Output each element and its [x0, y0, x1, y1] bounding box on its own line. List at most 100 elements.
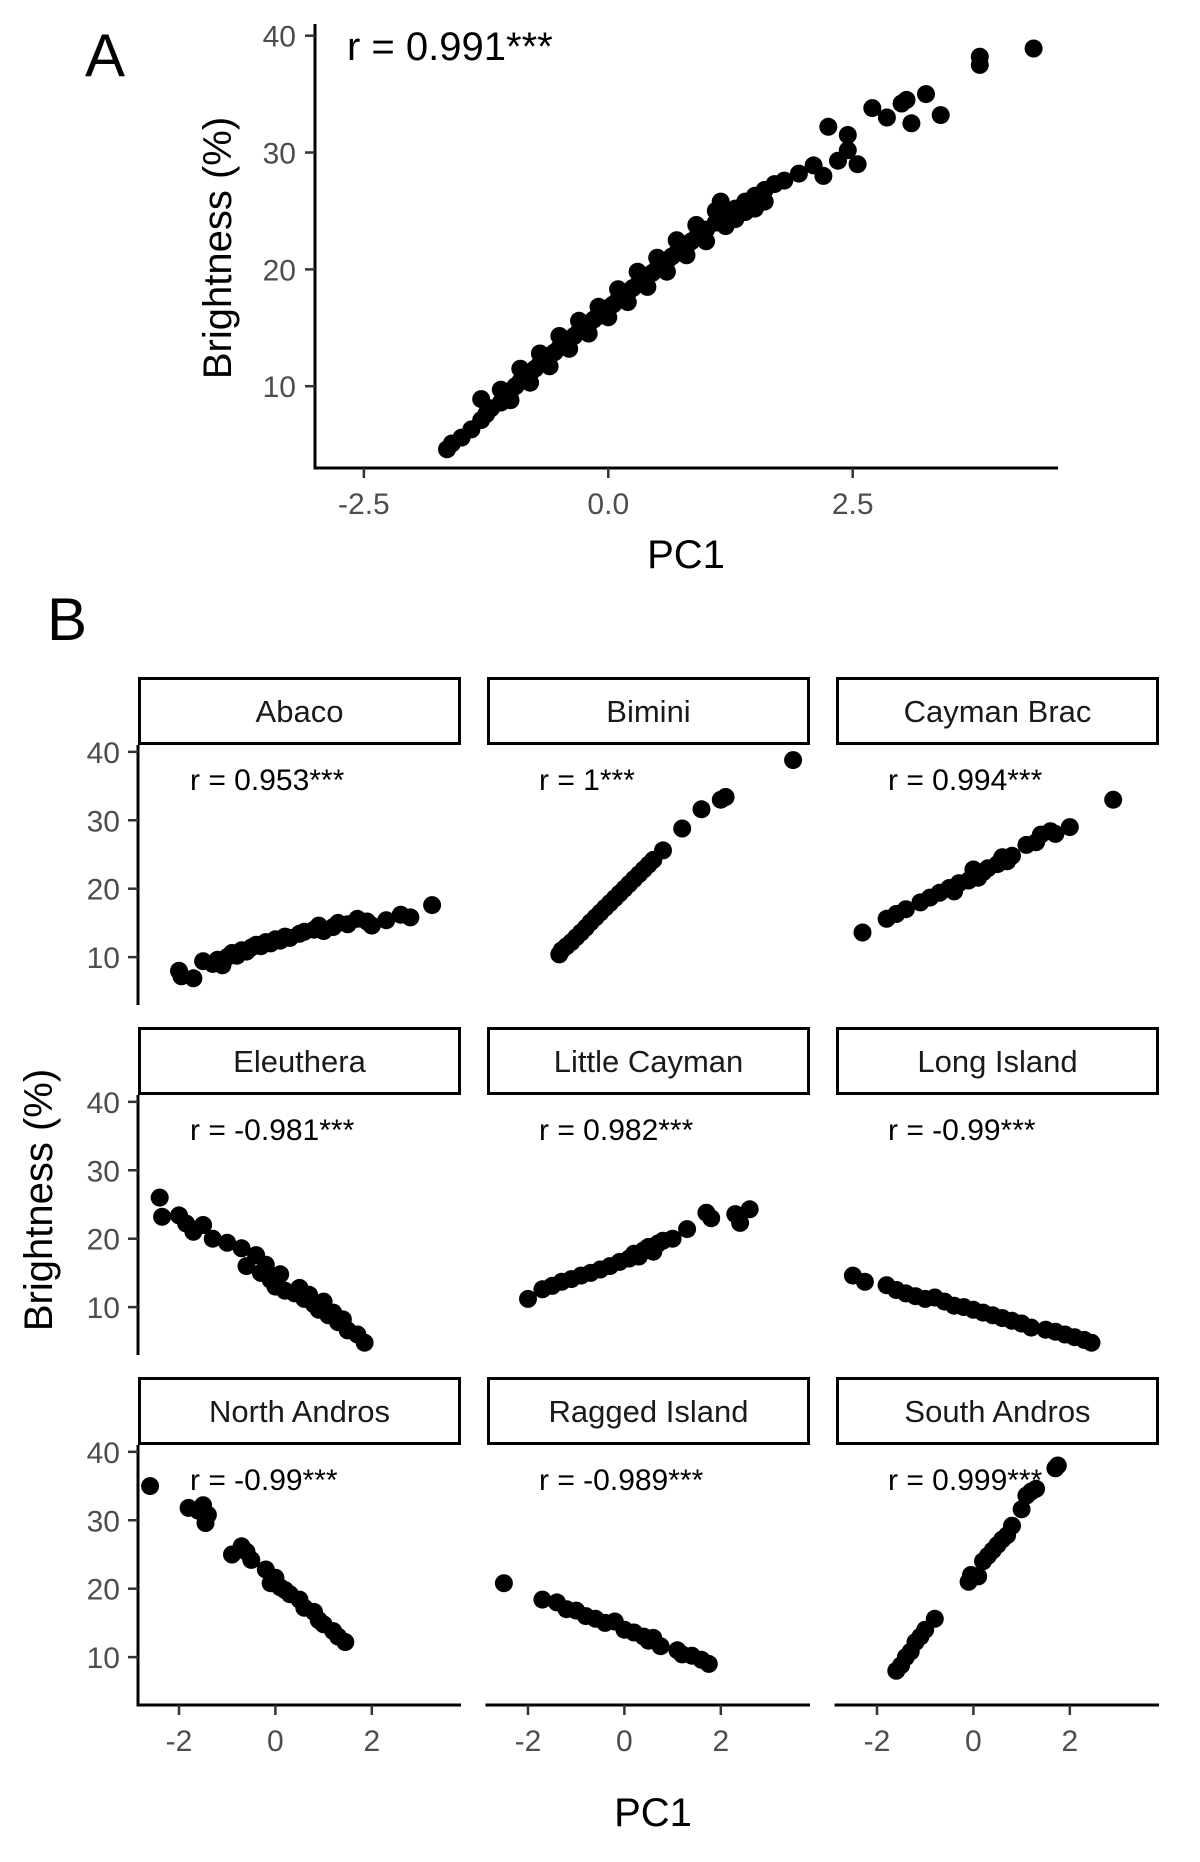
facet-north-andros-point-23: [336, 1633, 355, 1652]
panel-label-b: B: [47, 586, 87, 653]
facet-long-island-point-1: [855, 1272, 874, 1291]
facet-correlation-annotation: r = 0.982***: [539, 1114, 694, 1147]
panel-a-y-axis-title: Brightness (%): [196, 117, 240, 379]
facet-ragged-island: Ragged Island r = -0.989*** -2 0 2: [485, 1377, 810, 1758]
facet-correlation-annotation: r = -0.989***: [539, 1464, 704, 1497]
facet-ragged-island-point-1: [533, 1590, 552, 1609]
panel-a-point-102: [931, 106, 950, 125]
facet-strip: [487, 1377, 810, 1445]
panel-a-point-57: [775, 171, 794, 190]
panel-a-point-79: [677, 246, 696, 265]
facet-correlation-annotation: r = -0.99***: [888, 1114, 1036, 1147]
panel-a-y-tick-label: 40: [263, 21, 296, 54]
facet-cayman-brac-point-0: [853, 923, 872, 942]
facet-bimini: Bimini r = 1***: [487, 677, 810, 964]
facet-strip: [138, 1027, 461, 1095]
panel-a-point-60: [472, 390, 491, 409]
facet-y-tick-label: 20: [87, 1224, 120, 1257]
facet-bimini-point-25: [716, 788, 735, 806]
panel-a-point-69: [648, 248, 667, 267]
panel-a-point-93: [819, 117, 838, 136]
facet-x-tick-label: 0: [267, 1725, 284, 1758]
facet-cayman-brac-point-18: [1003, 846, 1021, 865]
facet-x-tick-label: 2: [1061, 1725, 1078, 1758]
facet-strip-label: Abaco: [256, 694, 344, 729]
facet-little-cayman-point-18: [663, 1229, 682, 1248]
panel-a-point-80: [697, 232, 716, 251]
facet-eleuthera-point-5: [194, 1216, 213, 1234]
facet-south-andros: South Andros r = 0.999*** -2 0 2: [834, 1377, 1159, 1758]
facet-y-tick-label: 10: [87, 1292, 120, 1325]
facet-ragged-island-point-19: [699, 1654, 718, 1673]
panel-a-x-ticks: -2.5 0.0 2.5: [338, 468, 874, 521]
panel-a-point-94: [838, 126, 857, 144]
facet-cayman-brac-point-25: [1104, 790, 1123, 809]
facet-bimini-point-26: [784, 751, 803, 770]
panel-a-point-58: [789, 164, 808, 183]
facet-x-tick-label: 0: [965, 1725, 982, 1758]
panel-b-y-axis-title: Brightness (%): [17, 1069, 61, 1331]
facet-x-tick-label: 2: [712, 1725, 729, 1758]
facet-strip-label: Ragged Island: [549, 1394, 749, 1429]
facet-south-andros-point-10: [969, 1567, 988, 1586]
facet-eleuthera-point-0: [150, 1188, 169, 1207]
panel-a-point-104: [970, 47, 989, 66]
panel-a-point-105: [1024, 39, 1043, 58]
facet-y-tick-label: 30: [87, 1155, 120, 1188]
facet-strip: [138, 1377, 461, 1445]
facet-x-tick-label: 2: [363, 1725, 380, 1758]
facet-little-cayman-point-23: [731, 1213, 750, 1232]
panel-a-point-64: [550, 327, 569, 345]
panel-a-point-84: [667, 231, 686, 250]
facet-little-cayman-point-0: [519, 1289, 537, 1308]
panel-a-point-76: [618, 293, 637, 312]
facet-y-tick-label: 20: [87, 874, 120, 907]
facet-strip-label: North Andros: [209, 1394, 390, 1429]
facet-south-andros-point-21: [1027, 1479, 1046, 1498]
facet-south-andros-point-18: [1012, 1500, 1031, 1519]
facet-little-cayman-point-21: [702, 1209, 721, 1228]
facet-cayman-brac-point-23: [1046, 824, 1065, 843]
facet-cayman-brac: Cayman Brac r = 0.994***: [836, 677, 1159, 942]
facet-y-tick-label: 40: [87, 1437, 120, 1470]
facet-ragged-island-point-0: [494, 1574, 513, 1593]
facet-correlation-annotation: r = -0.981***: [190, 1114, 355, 1147]
panel-a-point-96: [863, 99, 882, 118]
facet-x-tick-label: 0: [616, 1725, 633, 1758]
facet-bimini-point-21: [654, 841, 672, 860]
facet-eleuthera-point-1: [153, 1207, 172, 1226]
facet-strip: [836, 677, 1159, 745]
facet-south-andros-point-23: [1048, 1456, 1067, 1475]
facet-strip-label: Cayman Brac: [904, 694, 1092, 729]
facet-long-island: Long Island r = -0.99***: [836, 1027, 1159, 1352]
facet-y-tick-label: 10: [87, 942, 120, 975]
panel-a-x-tick-label: -2.5: [338, 488, 390, 521]
facet-bimini-point-22: [673, 819, 692, 838]
panel-a-y-tick-label: 10: [263, 371, 296, 404]
panel-a-point-95: [848, 155, 867, 174]
panel-a-point-97: [877, 108, 896, 127]
facet-x-tick-label: -2: [166, 1725, 193, 1758]
panel-a-point-77: [638, 277, 657, 296]
panel-a-point-71: [521, 373, 540, 392]
panel-a-point-90: [814, 166, 833, 185]
panel-a-point-87: [711, 192, 730, 211]
facet-y-tick-label: 40: [87, 737, 120, 770]
panel-a-correlation-annotation: r = 0.991***: [347, 25, 553, 69]
facet-ragged-island-point-14: [651, 1637, 670, 1656]
facet-little-cayman: Little Cayman r = 0.982***: [487, 1027, 810, 1308]
panel-a-point-62: [511, 359, 530, 378]
facet-little-cayman-point-24: [740, 1200, 759, 1219]
facet-y-tick-label: 10: [87, 1642, 120, 1675]
panel-a-point-92: [838, 141, 857, 160]
facet-cayman-brac-point-3: [896, 900, 915, 919]
facet-abaco-point-35: [423, 896, 442, 915]
panel-a-point-99: [897, 90, 916, 109]
facet-little-cayman-point-19: [678, 1220, 697, 1239]
facet-correlation-annotation: r = 0.953***: [190, 764, 345, 797]
facet-strip-label: Eleuthera: [233, 1044, 366, 1079]
facet-eleuthera-point-6: [203, 1229, 222, 1248]
